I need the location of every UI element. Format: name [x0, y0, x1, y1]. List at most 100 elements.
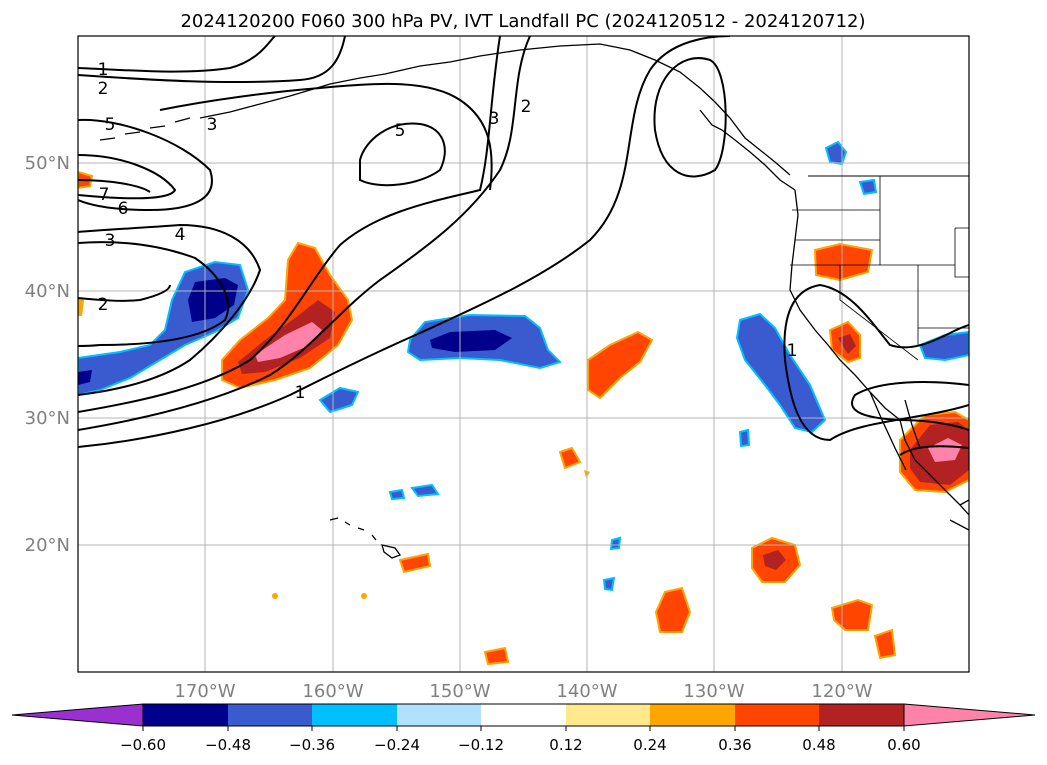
colorbar-ticks — [142, 726, 905, 731]
contour-1-outer — [78, 36, 731, 448]
warm-region-mid-7 — [483, 646, 510, 666]
colorbar-segment — [566, 704, 650, 726]
blue-small-8 — [602, 576, 616, 592]
colorbar-tick-label: −0.60 — [120, 736, 166, 754]
contour-2-north — [78, 36, 276, 73]
blue-small-2 — [410, 483, 440, 498]
blue-small-4 — [824, 140, 848, 166]
contour-label: 1 — [787, 341, 798, 361]
blue-small-7 — [738, 428, 751, 448]
longitude-labels: 170°W 160°W 150°W 140°W 130°W 120°W — [174, 681, 872, 702]
contour-labels: 1 2 5 3 5 3 2 7 6 3 4 2 1 1 — [98, 60, 798, 403]
contours — [78, 36, 969, 456]
colorbar-frame — [142, 703, 905, 727]
colorbar-segment — [397, 704, 481, 726]
colorbar-tick-labels: −0.60 −0.48 −0.36 −0.24 −0.12 0.12 0.24 … — [120, 736, 921, 754]
contour-1-se-lower — [899, 445, 969, 456]
colorbar: −0.60 −0.48 −0.36 −0.24 −0.12 0.12 0.24 … — [11, 703, 1036, 754]
colorbar-segment — [481, 704, 566, 726]
state-borders — [790, 176, 969, 361]
mexico-coast — [949, 499, 969, 531]
contour-label: 3 — [105, 231, 116, 251]
latitude-labels: 50°N 40°N 30°N 20°N — [25, 153, 70, 556]
colorbar-tick-label: −0.12 — [458, 736, 504, 754]
contour-1-north — [78, 36, 346, 84]
lon-label: 120°W — [811, 681, 872, 702]
contour-label: 2 — [98, 79, 109, 99]
contour-label: 6 — [118, 199, 129, 219]
contour-2-west — [78, 284, 171, 302]
contour-3-north — [159, 82, 493, 191]
warm-region-mid-8 — [558, 446, 582, 470]
contour-5-north — [359, 122, 446, 187]
contour-label: 1 — [295, 383, 306, 403]
contour-1-east-loop — [653, 57, 727, 178]
colorbar-segment — [650, 704, 735, 726]
colorbar-tick-label: −0.24 — [374, 736, 420, 754]
blue-small-5 — [858, 178, 878, 196]
contour-6-west — [78, 154, 177, 200]
contour-label: 2 — [98, 295, 109, 315]
colorbar-segments — [143, 704, 904, 726]
contour-1-southeast — [783, 283, 969, 442]
contour-2-outer — [78, 36, 531, 431]
colorbar-segment — [735, 704, 819, 726]
colorbar-tick-label: 0.36 — [718, 736, 751, 754]
blue-core-west — [188, 278, 238, 322]
aleutians — [99, 117, 191, 141]
contour-7-west — [78, 179, 151, 193]
contour-3-west — [78, 241, 230, 347]
colorbar-segment — [143, 704, 228, 726]
colorbar-segment — [228, 704, 312, 726]
lon-label: 140°W — [556, 681, 617, 702]
hawaii — [329, 517, 402, 559]
contour-label: 4 — [175, 225, 186, 245]
blue-core-central — [430, 330, 512, 352]
colorbar-extend-min — [11, 703, 144, 727]
lat-label: 30°N — [25, 408, 70, 429]
warm-region-mid-6 — [398, 552, 432, 574]
lon-label: 160°W — [302, 681, 363, 702]
colorbar-tick-label: 0.12 — [549, 736, 582, 754]
contour-label: 3 — [207, 115, 218, 135]
warm-pink-sw-coast — [928, 438, 962, 462]
warm-region-far-west-2 — [78, 298, 84, 316]
contour-4-west — [78, 223, 262, 396]
map-frame — [77, 35, 970, 673]
contour-label: 1 — [98, 60, 109, 80]
colorbar-tick-label: −0.36 — [289, 736, 335, 754]
map-panel: 1 2 5 3 5 3 2 7 6 3 4 2 1 1 — [78, 36, 969, 672]
colorbar-tick-label: −0.48 — [205, 736, 251, 754]
colorbar-extend-max — [903, 703, 1036, 727]
warm-region-mid-1 — [587, 330, 654, 400]
lon-label: 130°W — [683, 681, 744, 702]
colorbar-tick-label: 0.60 — [887, 736, 920, 754]
figure-title: 2024120200 F060 300 hPa PV, IVT Landfall… — [180, 11, 865, 32]
blue-small-3 — [388, 488, 406, 501]
colorbar-segment — [312, 704, 397, 726]
contour-label: 5 — [395, 121, 406, 141]
blue-small-1 — [318, 386, 360, 414]
warm-dot-2 — [361, 593, 367, 599]
contour-label: 2 — [521, 97, 532, 117]
lat-label: 50°N — [25, 153, 70, 174]
colorbar-tick-label: 0.24 — [633, 736, 666, 754]
warm-dot-1 — [272, 593, 278, 599]
contour-5-west — [78, 118, 213, 212]
warm-region-oregon — [813, 242, 874, 282]
warm-region-mid-5 — [873, 628, 897, 660]
bc-coast — [699, 109, 796, 191]
colorbar-tick-label: 0.48 — [802, 736, 835, 754]
contour-label: 7 — [99, 185, 110, 205]
lon-label: 150°W — [429, 681, 490, 702]
contour-label: 5 — [105, 115, 116, 135]
warm-dark-mid-2 — [763, 550, 786, 570]
lat-label: 40°N — [25, 281, 70, 302]
contour-label: 3 — [489, 109, 500, 129]
contour-3-outer — [78, 36, 501, 413]
lon-label: 170°W — [174, 681, 235, 702]
blue-small-9 — [609, 536, 622, 551]
contour-1-se-inner — [851, 381, 969, 431]
warm-pink-main — [255, 322, 322, 362]
